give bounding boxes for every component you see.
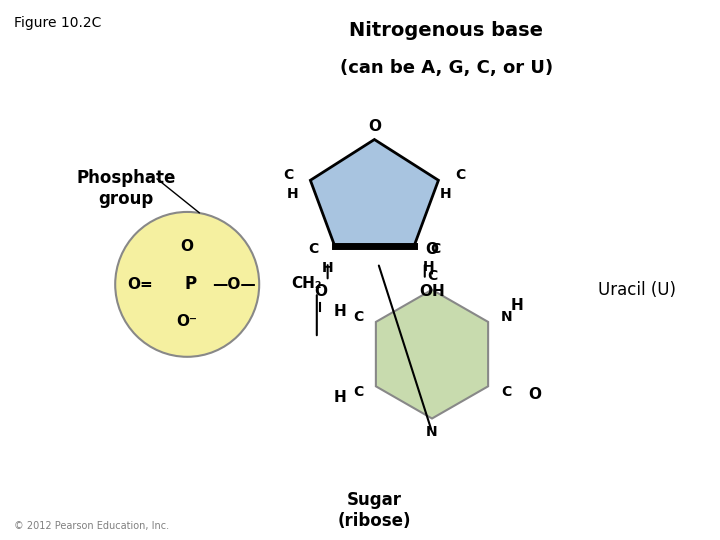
Text: C: C: [353, 384, 363, 399]
Text: H: H: [287, 187, 298, 201]
Text: O: O: [368, 119, 381, 133]
Text: O: O: [528, 387, 541, 402]
Text: N: N: [500, 309, 512, 323]
Text: O: O: [314, 285, 327, 299]
Text: (can be A, G, C, or U): (can be A, G, C, or U): [340, 59, 553, 77]
Text: C: C: [427, 269, 437, 284]
Text: Uracil (U): Uracil (U): [598, 281, 675, 299]
Text: C: C: [431, 242, 441, 256]
Text: Sugar
(ribose): Sugar (ribose): [338, 491, 411, 530]
Polygon shape: [376, 290, 488, 418]
Text: H: H: [440, 187, 451, 201]
Text: © 2012 Pearson Education, Inc.: © 2012 Pearson Education, Inc.: [14, 521, 169, 531]
Text: H: H: [333, 303, 346, 319]
Text: Figure 10.2C: Figure 10.2C: [14, 16, 102, 30]
Text: H: H: [333, 389, 346, 404]
Text: C: C: [284, 168, 294, 182]
Text: O=: O=: [127, 277, 153, 292]
Text: CH₂: CH₂: [292, 276, 322, 291]
Text: O: O: [181, 239, 194, 254]
Text: C: C: [501, 384, 511, 399]
Text: C: C: [308, 242, 318, 256]
Text: —O—: —O—: [212, 277, 256, 292]
Text: Phosphate
group: Phosphate group: [76, 169, 176, 208]
Text: H: H: [322, 261, 333, 275]
Text: Nitrogenous base: Nitrogenous base: [349, 22, 544, 40]
Text: H: H: [423, 260, 434, 274]
Text: P: P: [185, 275, 197, 293]
Text: N: N: [426, 425, 438, 439]
Text: O: O: [426, 242, 438, 257]
Polygon shape: [310, 139, 438, 246]
Text: OH: OH: [419, 285, 445, 299]
Text: C: C: [455, 168, 465, 182]
Ellipse shape: [115, 212, 259, 357]
Text: H: H: [510, 298, 523, 313]
Text: C: C: [353, 309, 363, 323]
Text: O⁻: O⁻: [176, 314, 198, 329]
